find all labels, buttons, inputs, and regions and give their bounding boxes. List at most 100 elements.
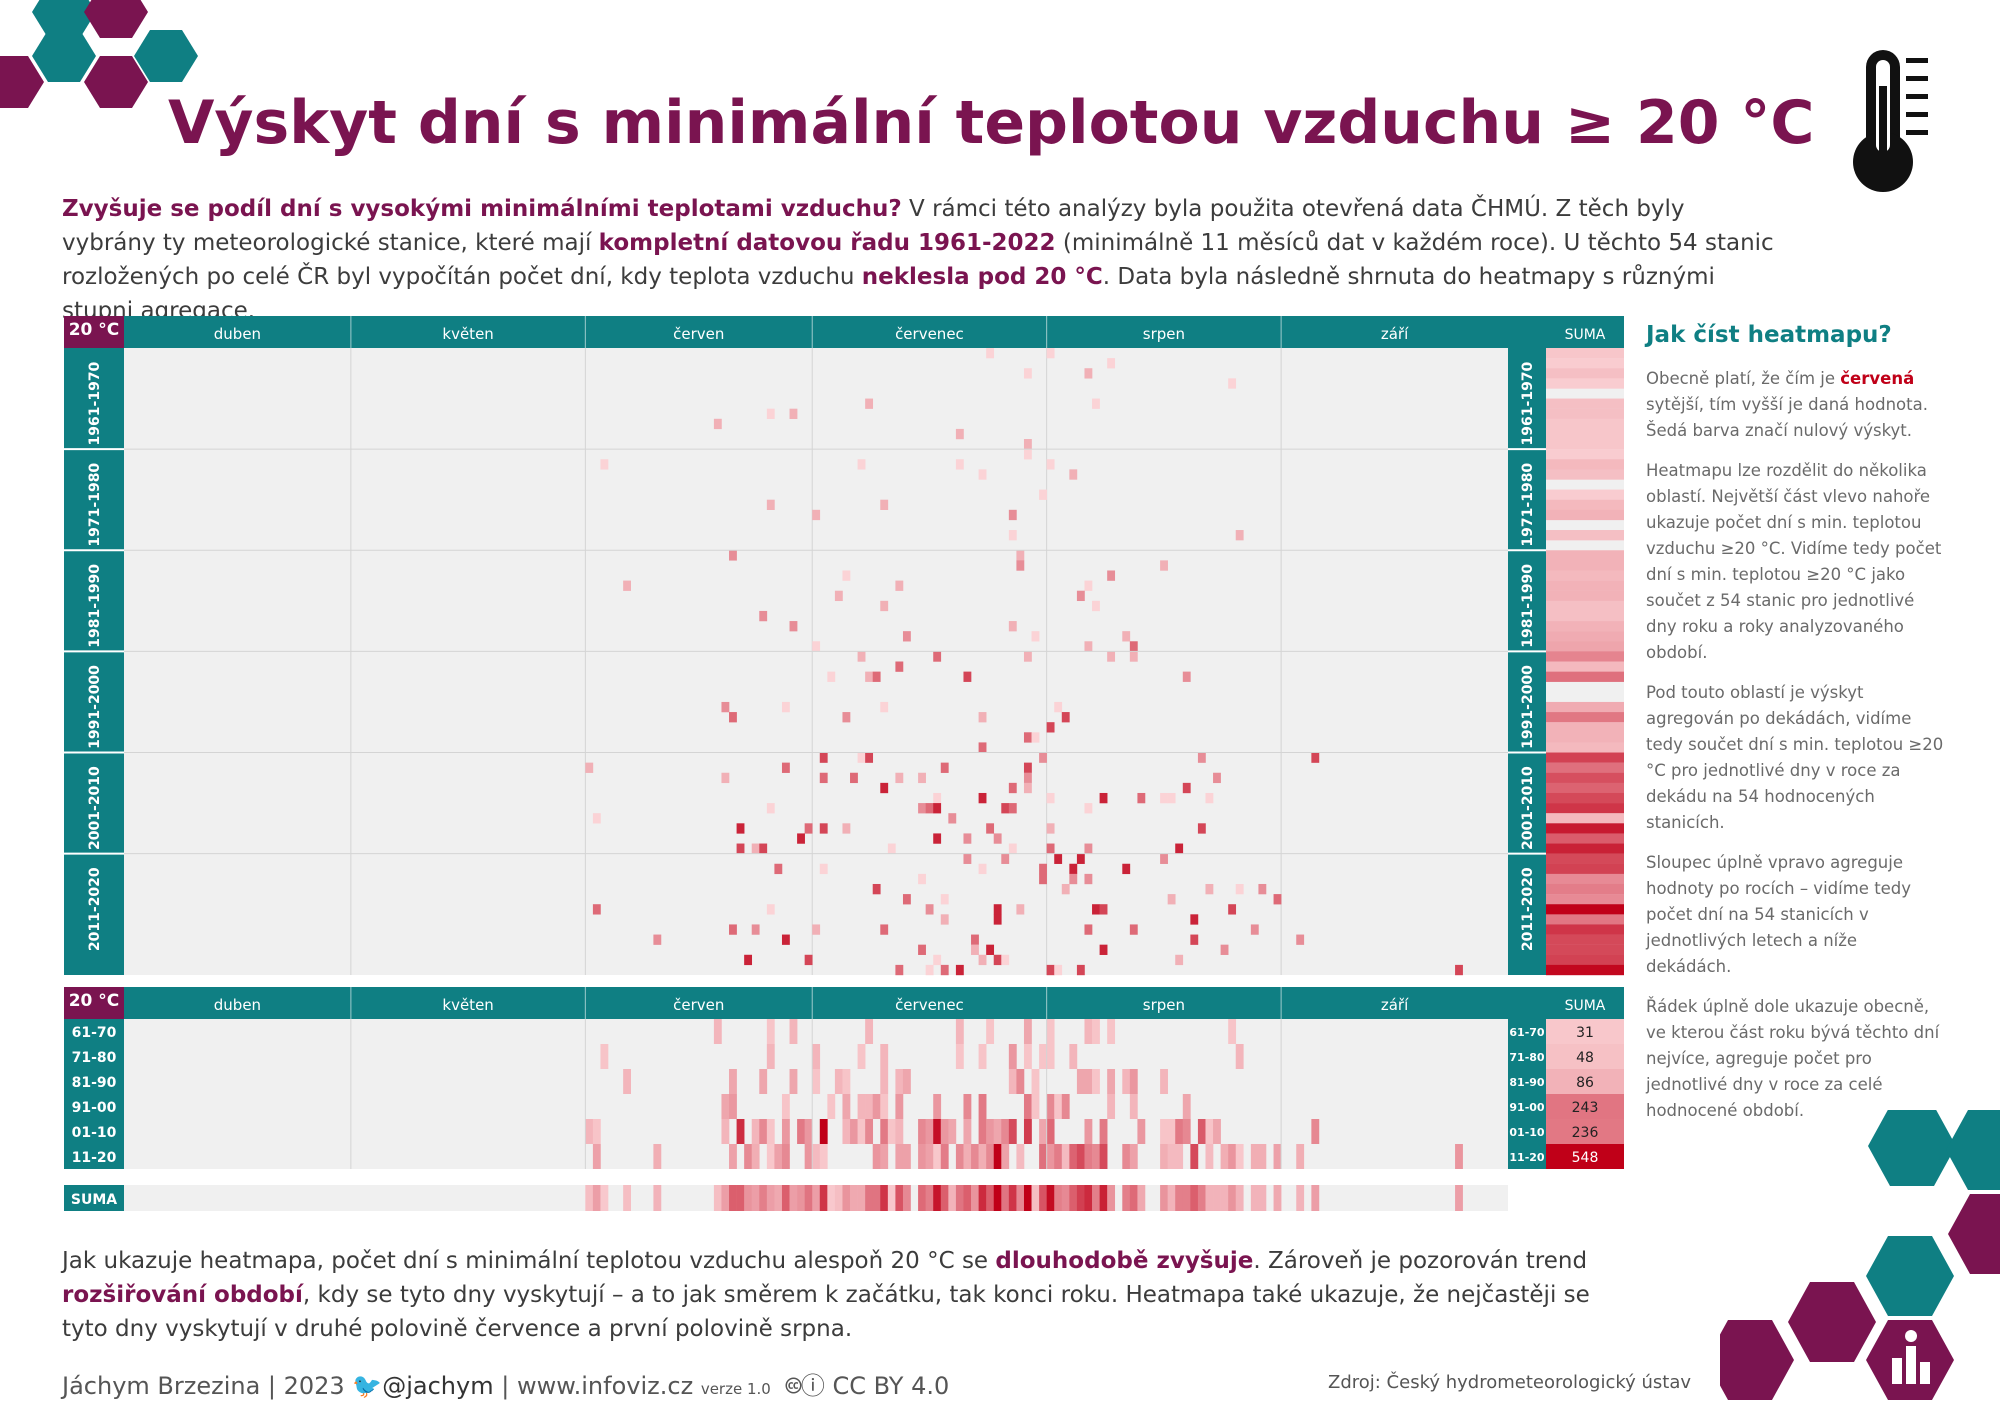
decade-agg-cell xyxy=(1160,1144,1168,1169)
decade-agg-cell xyxy=(1220,1144,1229,1169)
heatmap-cell xyxy=(812,924,821,935)
decade-agg-cell xyxy=(887,1119,896,1144)
overall-sum-cell xyxy=(759,1185,768,1211)
guide-title: Jak číst heatmapu? xyxy=(1646,322,1892,348)
year-sum-cell xyxy=(1546,671,1624,682)
decade-agg-cell xyxy=(1046,1019,1055,1044)
heatmap-cell xyxy=(993,954,1002,966)
decade-sum-cell xyxy=(1546,1144,1624,1169)
decade-agg-cell xyxy=(1016,1069,1025,1094)
overall-sum-cell xyxy=(978,1185,987,1211)
heatmap-cell xyxy=(1023,782,1032,794)
bottom-header-corner xyxy=(64,987,124,1019)
decade-agg-cell xyxy=(1069,1144,1078,1169)
heatmap-cell xyxy=(918,772,926,784)
heatmap-cell xyxy=(1016,904,1025,915)
heatmap-cell xyxy=(1046,459,1055,470)
decade-agg-cell xyxy=(895,1094,904,1119)
decade-agg-cell xyxy=(842,1069,851,1094)
overall-sum-cell xyxy=(797,1185,805,1211)
heatmap-cell xyxy=(804,823,813,834)
heatmap-cell xyxy=(1084,843,1093,854)
overall-sum-cell xyxy=(1228,1185,1237,1211)
heatmap-cell xyxy=(1054,964,1063,976)
overall-sum-label: SUMA xyxy=(71,1192,117,1208)
heatmap-cell xyxy=(1129,924,1138,935)
overall-sum-cell xyxy=(781,1185,790,1211)
decade-agg-cell xyxy=(978,1094,987,1119)
decade-agg-cell xyxy=(751,1119,760,1144)
decade-agg-cell xyxy=(819,1144,828,1169)
year-sum-cell xyxy=(1546,580,1624,591)
guide-paragraph-5: Řádek úplně dole ukazuje obecně, ve kter… xyxy=(1646,997,1940,1120)
decade-agg-cell xyxy=(1311,1119,1320,1144)
heatmap-cell xyxy=(978,954,987,966)
decade-agg-cell xyxy=(1023,1094,1032,1119)
heatmap-cell xyxy=(925,803,934,814)
heatmap-cell xyxy=(918,873,926,885)
year-sum-cell xyxy=(1546,499,1624,511)
heatmap-cell xyxy=(766,904,775,915)
decade-agg-cell xyxy=(1069,1044,1078,1069)
overall-sum-cell xyxy=(895,1185,904,1211)
decade-agg-cell xyxy=(1129,1094,1138,1119)
year-sum-cell xyxy=(1546,964,1624,976)
heatmap-cell xyxy=(1084,924,1093,935)
conclusion-paragraph: Jak ukazuje heatmapa, počet dní s minimá… xyxy=(62,1244,1602,1346)
heatmap-cell xyxy=(986,348,995,359)
decor-hexagons-top-left xyxy=(0,0,198,108)
heatmap-cell xyxy=(1069,863,1078,875)
overall-sum-cell xyxy=(1197,1185,1206,1211)
overall-sum-cell xyxy=(1054,1185,1063,1211)
heatmap-cell xyxy=(1175,843,1184,854)
heatmap-cell xyxy=(1008,782,1017,794)
decade-agg-cell xyxy=(963,1144,972,1169)
decade-sum-value: 31 xyxy=(1576,1025,1594,1041)
overall-sum-cell xyxy=(925,1185,934,1211)
heatmap-cell xyxy=(978,792,987,804)
decade-agg-cell xyxy=(895,1069,904,1094)
heatmap-cell xyxy=(955,459,964,470)
footer-twitter[interactable]: @jachym xyxy=(382,1372,494,1400)
bottom-header-corner-label: 20 °C xyxy=(69,991,120,1011)
heatmap-cell xyxy=(895,772,904,784)
heatmap-cell xyxy=(653,934,662,945)
decor-hexagons-bottom-right xyxy=(1720,1110,2000,1400)
heatmap-cell xyxy=(729,924,737,935)
heatmap-cell xyxy=(978,469,987,480)
decade-agg-cell xyxy=(766,1019,775,1044)
overall-sum-cell xyxy=(1031,1185,1040,1211)
guide-p1-c: sytější, tím vyšší je daná hodnota. Šedá… xyxy=(1646,395,1928,440)
year-sum-cell xyxy=(1546,530,1624,541)
decade-agg-cell xyxy=(729,1069,737,1094)
year-sum-cell xyxy=(1546,408,1624,419)
heatmap-cell xyxy=(887,843,896,854)
decade-agg-cell xyxy=(1167,1119,1176,1144)
footer-site[interactable]: | www.infoviz.cz xyxy=(493,1372,694,1400)
overall-sum-cell xyxy=(623,1185,632,1211)
decade-agg-cell xyxy=(766,1044,775,1069)
year-sum-cell xyxy=(1546,934,1624,945)
intro-bold-2: neklesla pod 20 °C xyxy=(861,264,1103,290)
decade-agg-cell xyxy=(729,1094,737,1119)
decade-agg-cell xyxy=(1296,1144,1305,1169)
heatmap-background xyxy=(124,348,1508,975)
year-sum-cell xyxy=(1546,631,1624,642)
heatmap-cell xyxy=(918,803,926,814)
decade-agg-cell xyxy=(1008,1119,1017,1144)
decade-agg-cell xyxy=(592,1144,601,1169)
heatmap-cell xyxy=(1107,570,1116,581)
heatmap-cell xyxy=(1023,772,1032,784)
decade-agg-cell xyxy=(827,1094,836,1119)
heatmap-cell xyxy=(774,863,783,875)
overall-sum-cell xyxy=(1107,1185,1116,1211)
decade-agg-cell xyxy=(1039,1044,1047,1069)
heatmap-cell xyxy=(781,934,790,945)
heatmap-cell xyxy=(933,651,942,662)
heatmap-cell xyxy=(1046,348,1055,359)
decade-agg-cell xyxy=(948,1119,957,1144)
year-sum-cell xyxy=(1546,550,1624,561)
overall-sum-cell xyxy=(1220,1185,1229,1211)
heatmap-cell xyxy=(766,499,775,511)
overall-sum-cell xyxy=(1122,1185,1131,1211)
